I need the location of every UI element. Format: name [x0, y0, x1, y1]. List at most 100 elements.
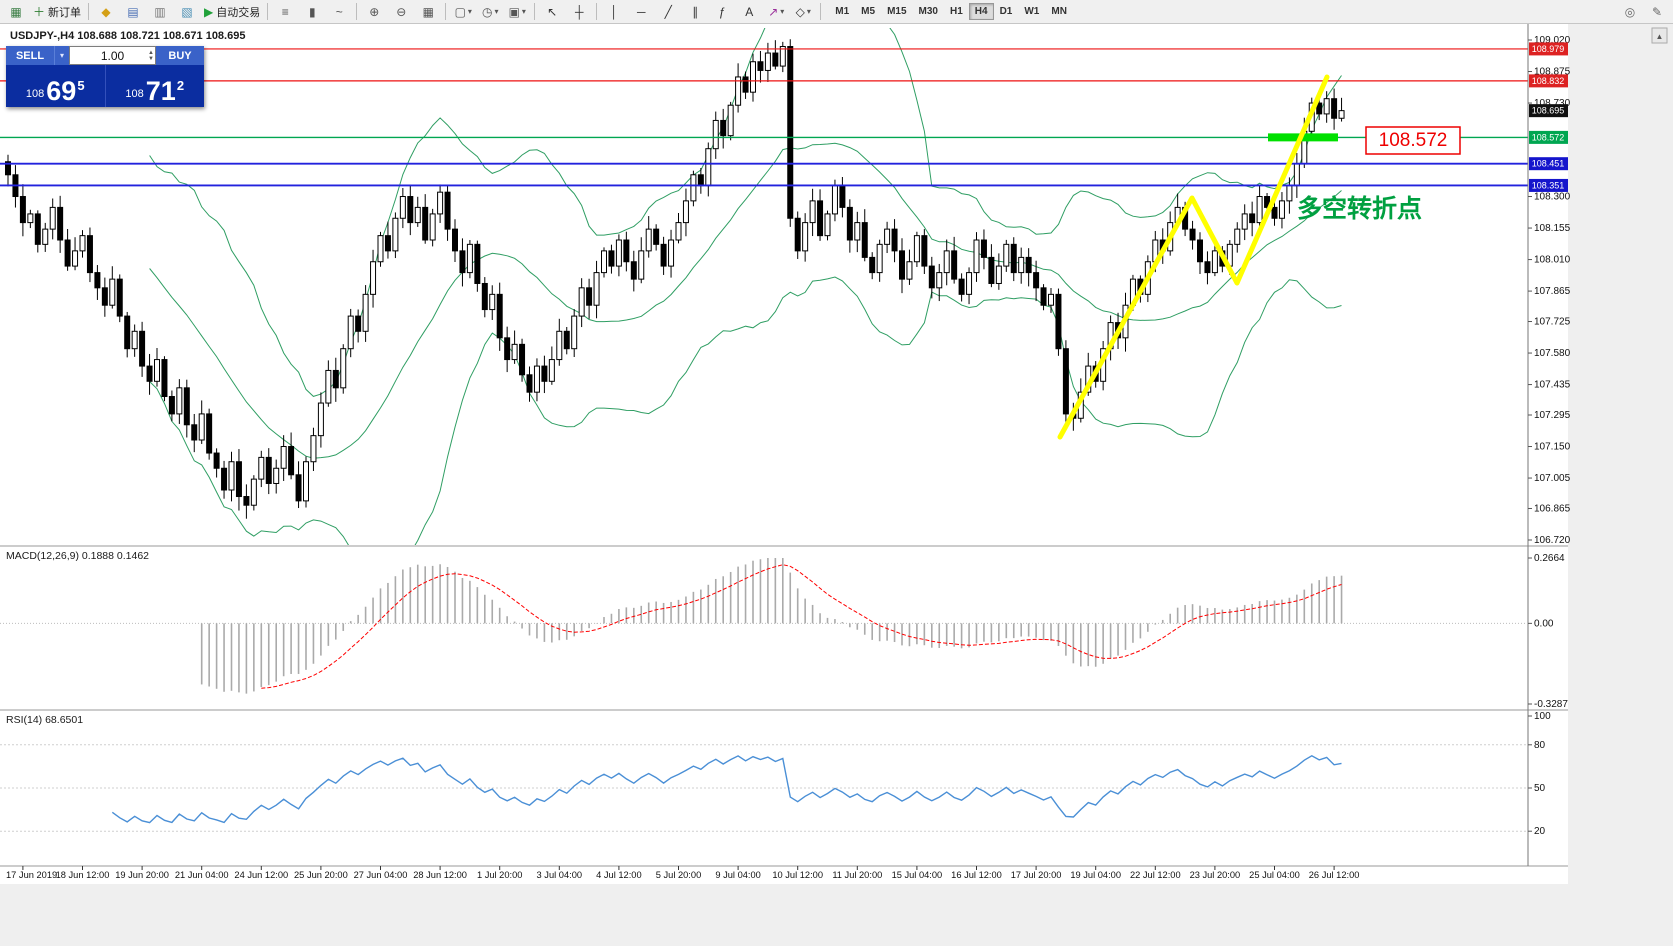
new-chart-icon[interactable]: ▢ ▾ [450, 1, 476, 23]
turning-point-text[interactable]: 多空转折点 [1297, 194, 1422, 223]
scroll-up-button[interactable]: ▲ [1651, 27, 1668, 44]
timeframe-m5[interactable]: M5 [861, 6, 876, 17]
volume-spinner[interactable]: ▲ ▼ [148, 47, 154, 64]
app-icon[interactable]: ▦ [3, 1, 29, 23]
periods-icon[interactable]: ◷ ▾ [477, 1, 503, 23]
trend-zigzag-line[interactable] [1057, 74, 1330, 440]
buy-price-button[interactable]: 108 71 2 [105, 65, 204, 107]
zoom-out-icon[interactable]: ⊖ [388, 1, 414, 23]
arrows-icon: ↗ [768, 4, 779, 19]
candle [727, 101, 734, 141]
candle [988, 244, 995, 288]
search-icon[interactable]: ◎ [1617, 1, 1643, 23]
timeframe-w1[interactable]: W1 [1024, 6, 1040, 17]
sell-button[interactable]: SELL [6, 46, 54, 65]
candle [1055, 288, 1062, 356]
price-label-box[interactable] [1365, 126, 1461, 155]
profiles-icon[interactable]: ◆ [93, 1, 119, 23]
one-click-trading-panel[interactable]: SELL ▾ 1.00 ▲ ▼ BUY 108 69 5 108 71 [6, 46, 204, 107]
candle [675, 212, 682, 244]
price-tick-label: 108.730 [1534, 98, 1571, 109]
rsi-axis-label: 80 [1534, 740, 1546, 751]
timeframe-h4[interactable]: H4 [968, 3, 994, 20]
crosshair-icon[interactable]: ┼ [566, 1, 592, 23]
candle [168, 390, 175, 422]
sell-price-button[interactable]: 108 69 5 [6, 65, 106, 107]
time-label: 23 Jul 20:00 [1190, 870, 1241, 880]
cursor-icon: ↖ [547, 4, 558, 19]
dropdown-arrow-icon[interactable]: ▾ [806, 7, 811, 16]
dropdown-arrow-icon[interactable]: ▾ [494, 7, 499, 16]
data-window-icon[interactable]: ▥ [147, 1, 173, 23]
chart-background[interactable] [0, 24, 1568, 884]
rsi-axis-label: 100 [1534, 711, 1551, 722]
macd-signal-line [261, 564, 1342, 689]
candle [34, 210, 41, 253]
candle [109, 266, 116, 309]
candle [921, 229, 928, 274]
timeframe-d1[interactable]: D1 [999, 6, 1013, 17]
dropdown-arrow-icon[interactable]: ▾ [780, 7, 785, 16]
timeframe-h1[interactable]: H1 [949, 6, 963, 17]
spinner-down-icon[interactable]: ▼ [148, 55, 154, 62]
buy-price-pip: 2 [176, 78, 185, 93]
volume-value: 1.00 [100, 48, 125, 63]
fibonacci-icon[interactable]: ƒ [709, 1, 735, 23]
zoom-in-icon[interactable]: ⊕ [361, 1, 387, 23]
tile-windows-icon[interactable]: ▦ [415, 1, 441, 23]
candle [481, 277, 488, 318]
quick-edit-icon[interactable]: ✎ [1644, 1, 1670, 23]
price-badge [1529, 104, 1568, 118]
cursor-icon[interactable]: ↖ [539, 1, 565, 23]
zoom-in-icon: ⊕ [369, 4, 380, 19]
dropdown-arrow-icon[interactable]: ▾ [521, 7, 526, 16]
candle [1010, 237, 1017, 282]
market-watch-icon[interactable]: ▤ [120, 1, 146, 23]
candlestick-chart-icon: ▮ [308, 4, 316, 19]
timeframe-m15[interactable]: M15 [887, 6, 907, 17]
chart-annotations[interactable]: 108.572 多空转折点 [1057, 74, 1461, 440]
dropdown-arrow-icon[interactable]: ▾ [467, 7, 472, 16]
new-order-button[interactable]: ＋新订单 [30, 1, 84, 23]
time-label: 3 Jul 04:00 [537, 870, 583, 880]
buy-button[interactable]: BUY [156, 46, 204, 65]
candle [660, 236, 667, 275]
timeframe-m1[interactable]: M1 [835, 6, 850, 17]
candle [779, 41, 786, 73]
timeframe-m30[interactable]: M30 [918, 6, 938, 17]
buy-price-big: 71 [145, 75, 176, 106]
line-chart-icon[interactable]: ~ [326, 1, 352, 23]
timeframe-mn[interactable]: MN [1051, 6, 1067, 17]
text-icon[interactable]: A [736, 1, 762, 23]
auto-trading-button[interactable]: ▶ 自动交易 [201, 1, 263, 23]
spinner-up-icon[interactable]: ▲ [148, 49, 154, 56]
candle [235, 449, 242, 511]
vertical-line-icon[interactable]: │ [601, 1, 627, 23]
candle [966, 267, 973, 305]
price-tick-label: 108.155 [1534, 223, 1571, 234]
price-badge [1529, 42, 1568, 56]
arrows-icon[interactable]: ↗ ▾ [763, 1, 789, 23]
candle [980, 229, 987, 270]
navigator-icon[interactable]: ▧ [174, 1, 200, 23]
toolbar-separator [445, 3, 447, 20]
sell-dropdown-button[interactable]: ▾ [54, 46, 69, 65]
horizontal-line-icon[interactable]: ─ [628, 1, 654, 23]
shapes-icon[interactable]: ◇ ▾ [790, 1, 816, 23]
time-label: 27 Jun 04:00 [354, 870, 408, 880]
bar-chart-icon[interactable]: ≡ [272, 1, 298, 23]
candlestick-chart-icon[interactable]: ▮ [299, 1, 325, 23]
new-order-icon: ＋ [33, 4, 46, 19]
candle [154, 347, 160, 387]
candle [757, 50, 764, 83]
templates-icon[interactable]: ▣ ▾ [504, 1, 530, 23]
candle [27, 209, 34, 229]
channel-icon[interactable]: ∥ [682, 1, 708, 23]
trendline-icon[interactable]: ╱ [655, 1, 681, 23]
candle [1003, 239, 1010, 272]
candle [1062, 340, 1069, 424]
candle [191, 413, 198, 453]
candle [79, 230, 86, 258]
volume-input[interactable]: 1.00 ▲ ▼ [69, 46, 156, 65]
